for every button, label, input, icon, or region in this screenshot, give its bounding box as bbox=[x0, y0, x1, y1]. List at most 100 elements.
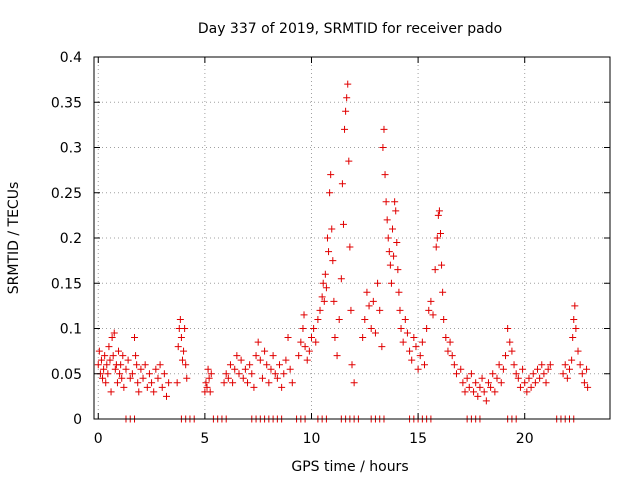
data-point bbox=[269, 352, 277, 360]
data-point bbox=[561, 361, 569, 369]
data-point bbox=[435, 207, 443, 215]
data-point bbox=[516, 383, 524, 391]
data-point bbox=[425, 306, 433, 314]
data-point bbox=[381, 171, 389, 179]
data-point bbox=[328, 225, 336, 233]
data-point bbox=[569, 334, 577, 342]
data-point bbox=[525, 374, 533, 382]
data-point bbox=[220, 379, 228, 387]
y-tick-label: 0.05 bbox=[51, 367, 82, 383]
points-layer bbox=[94, 80, 592, 423]
data-point bbox=[499, 365, 507, 373]
data-point bbox=[434, 211, 442, 219]
y-tick-label: 0 bbox=[73, 412, 82, 428]
data-point bbox=[148, 379, 156, 387]
data-point bbox=[470, 388, 478, 396]
data-point bbox=[584, 383, 592, 391]
data-point bbox=[132, 352, 140, 360]
data-point bbox=[182, 361, 190, 369]
data-point bbox=[154, 374, 162, 382]
data-point bbox=[394, 266, 402, 274]
data-point bbox=[145, 370, 153, 378]
data-point bbox=[347, 306, 355, 314]
data-point bbox=[139, 374, 147, 382]
data-point bbox=[113, 379, 121, 387]
data-point bbox=[100, 365, 108, 373]
data-point bbox=[224, 374, 232, 382]
data-point bbox=[338, 180, 346, 188]
data-point bbox=[474, 392, 482, 400]
data-point bbox=[534, 365, 542, 373]
data-point bbox=[131, 334, 139, 342]
data-point bbox=[326, 189, 334, 197]
y-tick-label: 0.35 bbox=[51, 95, 82, 111]
data-point bbox=[348, 361, 356, 369]
data-point bbox=[337, 275, 345, 283]
data-point bbox=[519, 365, 527, 373]
data-point bbox=[508, 347, 516, 355]
data-point bbox=[307, 334, 315, 342]
data-point bbox=[487, 383, 495, 391]
data-point bbox=[267, 365, 275, 373]
data-point bbox=[478, 374, 486, 382]
data-point bbox=[371, 329, 379, 337]
data-point bbox=[461, 388, 469, 396]
data-point bbox=[344, 80, 352, 88]
data-point bbox=[432, 243, 440, 251]
data-point bbox=[122, 365, 130, 373]
data-point bbox=[367, 325, 375, 332]
data-point bbox=[391, 198, 399, 206]
data-point bbox=[126, 374, 134, 382]
data-point bbox=[431, 266, 439, 274]
data-point bbox=[401, 315, 409, 323]
data-point bbox=[150, 388, 158, 396]
data-point bbox=[540, 370, 548, 378]
data-point bbox=[489, 370, 497, 378]
data-point bbox=[258, 374, 266, 382]
data-point bbox=[436, 229, 444, 237]
data-point bbox=[322, 284, 330, 292]
data-point bbox=[389, 225, 397, 233]
data-point bbox=[396, 306, 404, 314]
x-axis-title: GPS time / hours bbox=[291, 459, 408, 475]
data-point bbox=[465, 383, 473, 391]
data-point bbox=[310, 325, 318, 332]
data-point bbox=[207, 370, 215, 378]
data-point bbox=[102, 379, 110, 387]
data-point bbox=[233, 352, 241, 360]
data-point bbox=[319, 279, 327, 287]
data-point bbox=[183, 374, 191, 382]
data-point bbox=[273, 374, 281, 382]
data-point bbox=[559, 370, 567, 378]
data-point bbox=[580, 379, 588, 387]
data-point bbox=[343, 94, 351, 102]
data-point bbox=[278, 383, 286, 391]
data-point bbox=[124, 356, 132, 364]
data-point bbox=[156, 361, 164, 369]
data-point bbox=[514, 374, 522, 382]
data-point bbox=[572, 325, 580, 332]
data-point bbox=[538, 361, 546, 369]
data-point bbox=[320, 297, 328, 305]
data-point bbox=[178, 356, 186, 364]
data-point bbox=[335, 315, 343, 323]
data-point bbox=[115, 347, 123, 355]
data-point bbox=[330, 297, 338, 305]
data-point bbox=[420, 361, 428, 369]
data-point bbox=[544, 365, 552, 373]
data-point bbox=[99, 374, 107, 382]
data-point bbox=[280, 370, 288, 378]
data-point bbox=[323, 234, 331, 242]
data-point bbox=[523, 388, 531, 396]
data-point bbox=[510, 361, 518, 369]
data-point bbox=[288, 379, 296, 387]
data-point bbox=[107, 388, 115, 396]
data-point bbox=[237, 356, 245, 364]
data-point bbox=[301, 343, 309, 351]
data-point bbox=[342, 107, 350, 115]
y-tick-label: 0.2 bbox=[60, 231, 82, 247]
data-point bbox=[363, 288, 371, 296]
data-point bbox=[495, 361, 503, 369]
data-point bbox=[546, 361, 554, 369]
